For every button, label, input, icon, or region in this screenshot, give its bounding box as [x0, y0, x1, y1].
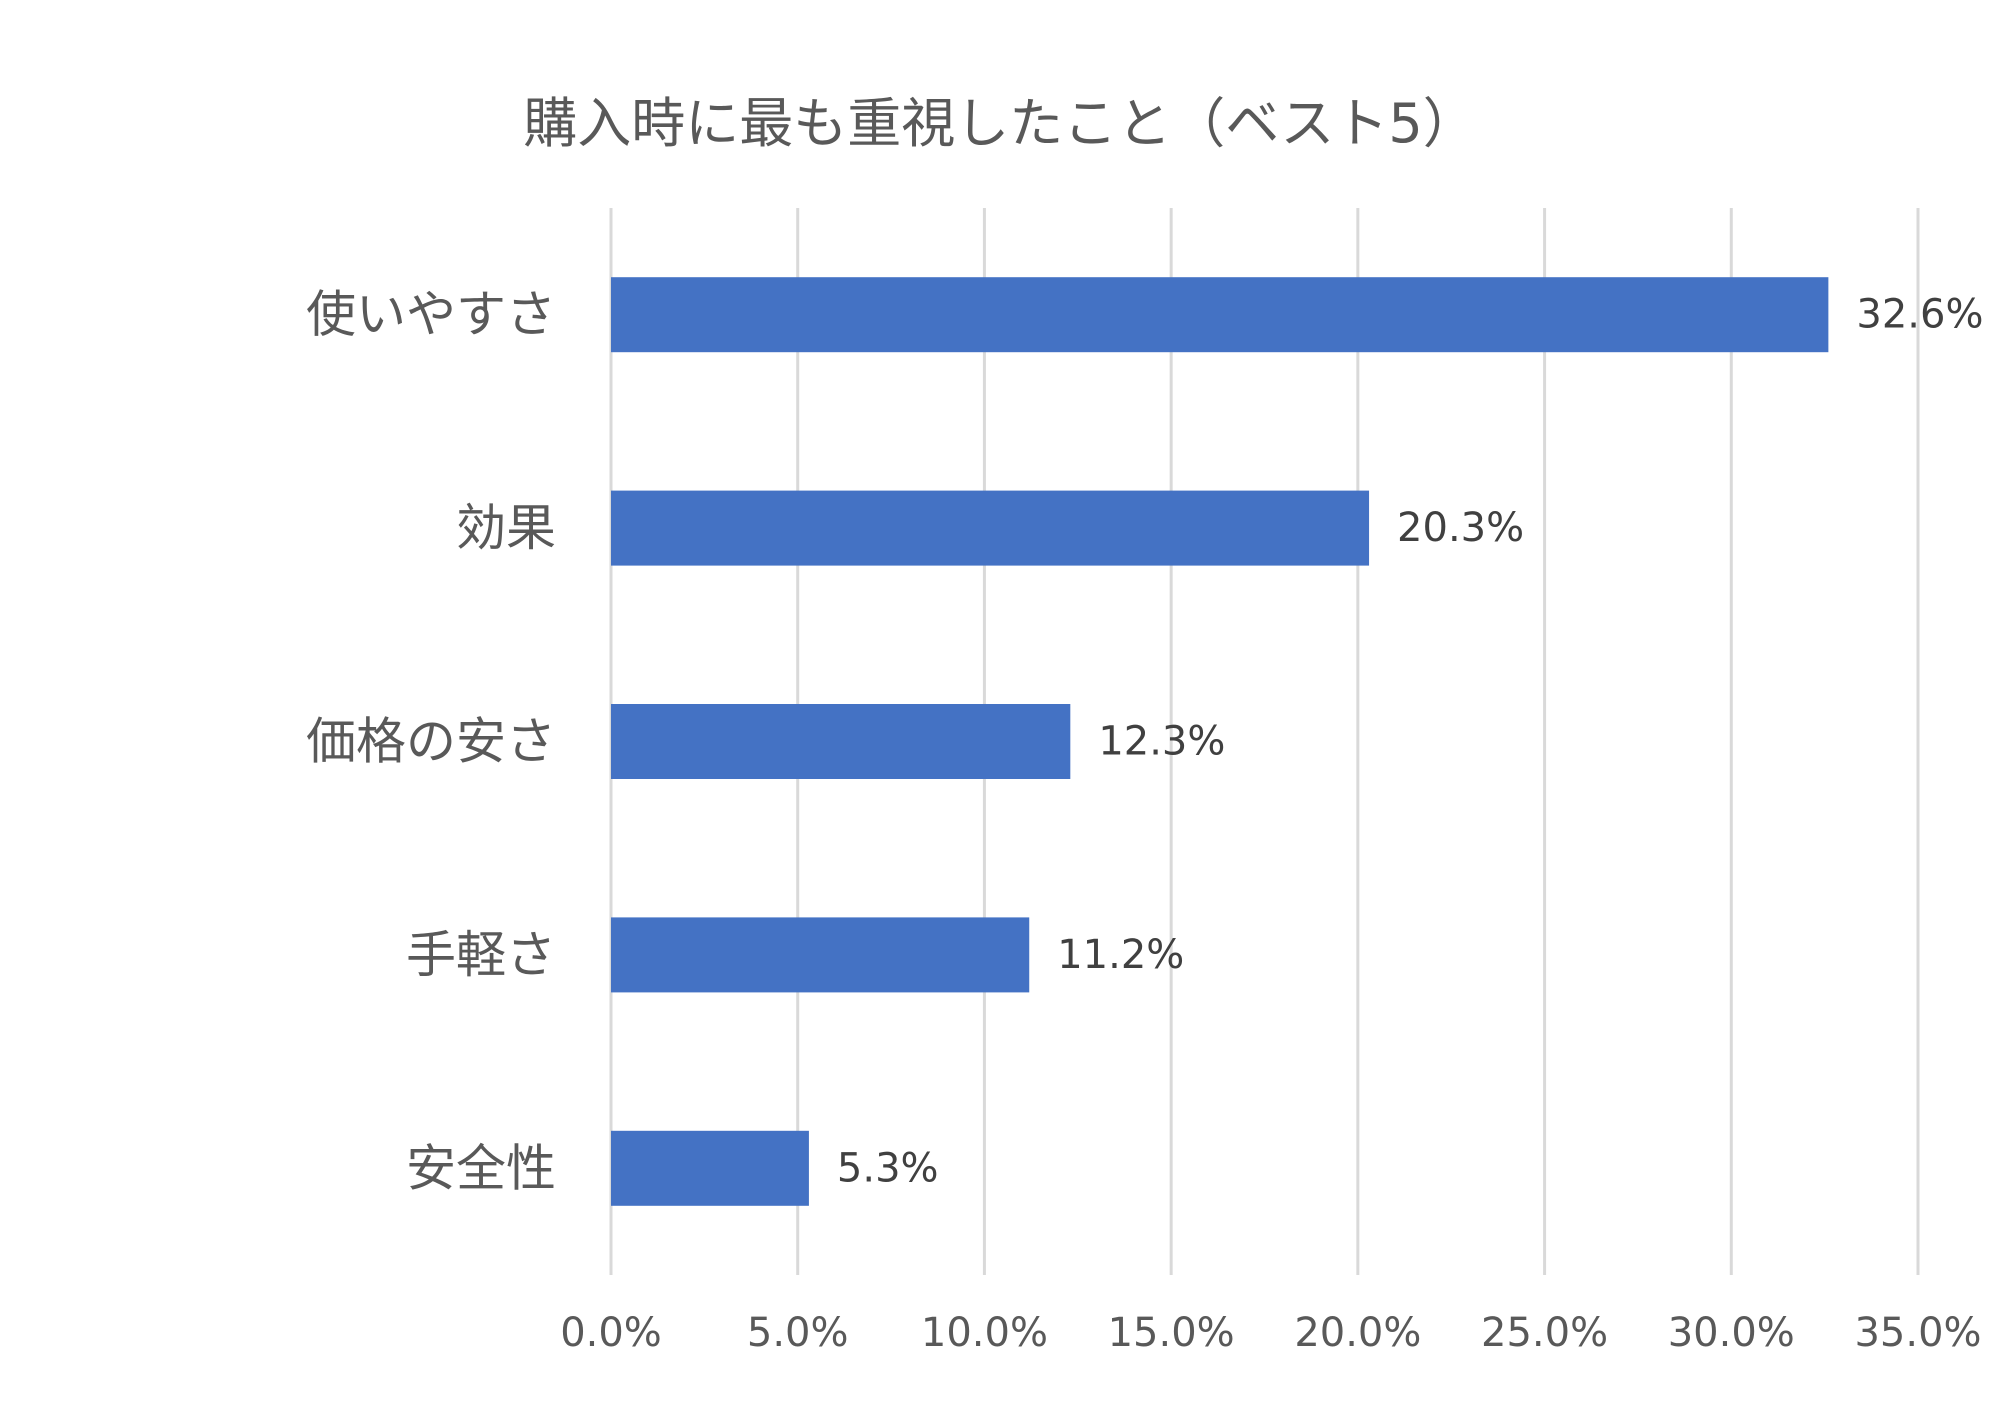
x-tick-label: 15.0% — [1108, 1310, 1235, 1356]
bars — [611, 277, 1829, 1206]
bar — [611, 917, 1030, 993]
category-label: 効果 — [456, 499, 556, 557]
data-label: 32.6% — [1856, 292, 1983, 338]
x-tick-label: 35.0% — [1854, 1310, 1981, 1356]
data-label: 20.3% — [1397, 505, 1524, 551]
bar — [611, 277, 1829, 353]
x-tick-label: 10.0% — [921, 1310, 1048, 1356]
category-label: 安全性 — [406, 1139, 556, 1197]
x-tick-label: 25.0% — [1481, 1310, 1608, 1356]
data-label: 5.3% — [837, 1145, 939, 1191]
x-tick-label: 0.0% — [560, 1310, 662, 1356]
category-label: 価格の安さ — [306, 713, 556, 771]
bar — [611, 704, 1071, 779]
category-label: 使いやすさ — [306, 286, 556, 344]
x-tick-label: 20.0% — [1294, 1310, 1421, 1356]
category-label: 手軽さ — [406, 926, 556, 984]
data-label: 12.3% — [1098, 719, 1225, 765]
x-tick-label: 30.0% — [1668, 1310, 1795, 1356]
data-label: 11.2% — [1057, 932, 1184, 978]
chart-title: 購入時に最も重視したこと（ベスト5） — [523, 92, 1476, 155]
x-axis-tick-labels: 0.0% 5.0% 10.0% 15.0% 20.0% 25.0% 30.0% 35.0% — [560, 1310, 1981, 1356]
x-tick-label: 5.0% — [747, 1310, 849, 1356]
data-labels: 32.6% 20.3% 12.3% 11.2% 5.3% — [837, 292, 1984, 1192]
bar — [611, 490, 1370, 566]
bar — [611, 1130, 809, 1206]
